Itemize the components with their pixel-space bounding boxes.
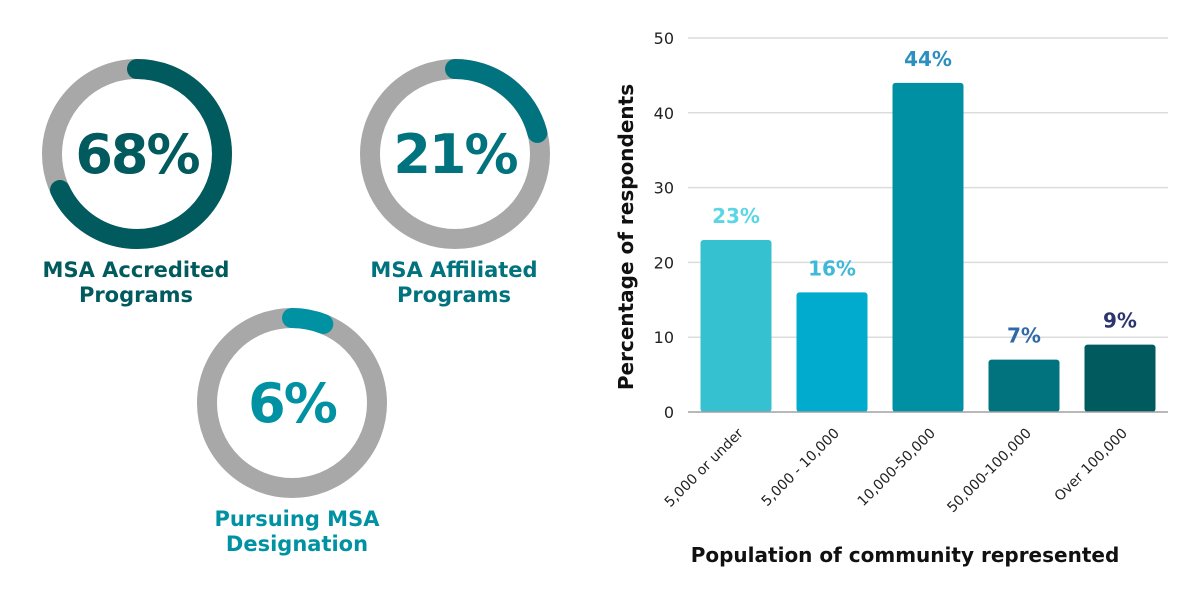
y-axis-title: Percentage of respondents [614,84,638,390]
y-axis-ticks: 0 10 20 30 40 50 [654,29,674,422]
caption-line: MSA Affiliated [370,258,538,282]
x-category-label: Over 100,000 [1052,426,1131,505]
caption-line: Programs [78,283,194,307]
x-category-label: 50,000-100,000 [944,426,1034,516]
data-label: 16% [808,256,856,280]
donut-caption-accredited: MSA Accredited Programs [6,258,266,308]
data-label: 23% [712,204,760,228]
bar [796,292,868,412]
bar [892,82,964,412]
x-category-label: 10,000-50,000 [855,426,939,510]
x-category-label: 5,000 or under [662,425,747,510]
donut-value: 21% [393,122,518,186]
y-tick-label: 0 [664,403,674,422]
bar [700,239,772,412]
donut-arc [42,59,232,249]
donut-caption-affiliated: MSA Affiliated Programs [324,258,584,308]
donut-ring-accredited [42,59,232,249]
y-tick-label: 10 [654,328,674,347]
donut-ring-affiliated [360,59,550,249]
data-label: 7% [1007,324,1041,348]
y-tick-label: 50 [654,29,674,48]
bar [1084,344,1156,412]
donut-value: 68% [75,122,200,186]
donut-arc [360,59,550,249]
donut-accredited: 68% [37,54,237,254]
data-label: 9% [1103,309,1137,333]
data-labels: 23% 16% 44% 7% 9% [712,47,1137,348]
x-axis-title: Population of community represented [691,543,1120,567]
bars [700,82,1156,412]
donut-pursuing: 6% [192,303,392,503]
donut-caption-pursuing: Pursuing MSA Designation [167,507,427,557]
y-tick-label: 30 [654,179,674,198]
donut-value: 6% [248,371,338,435]
y-tick-label: 20 [654,253,674,272]
donut-arc [197,308,387,498]
bar [988,359,1060,412]
x-axis-categories: 5,000 or under 5,000 - 10,000 10,000-50,00… [662,425,1131,516]
caption-line: MSA Accredited [42,258,230,282]
y-tick-label: 40 [654,104,674,123]
caption-line: Programs [396,283,512,307]
data-label: 44% [904,47,952,71]
caption-line: Pursuing MSA [214,507,380,531]
donut-affiliated: 21% [355,54,555,254]
x-category-label: 5,000 - 10,000 [759,426,843,510]
caption-line: Designation [225,532,369,556]
donut-ring-pursuing [197,308,387,498]
